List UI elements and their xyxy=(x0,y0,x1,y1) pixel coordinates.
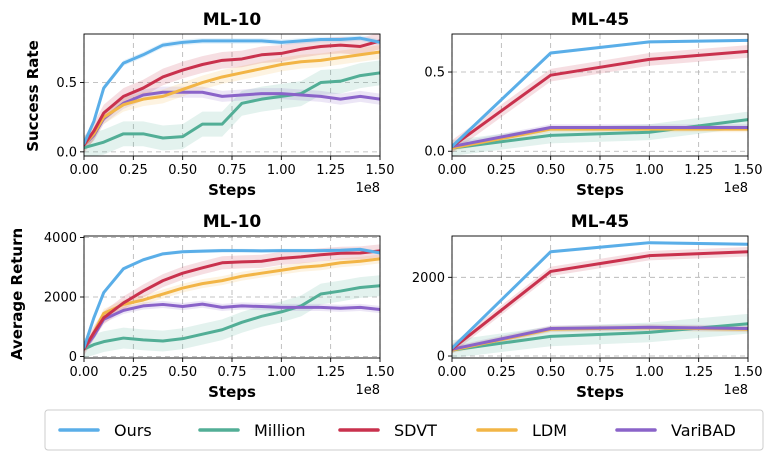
x-tick-label: 0.00 xyxy=(70,163,99,178)
x-tick-label: 1.00 xyxy=(267,365,296,380)
chart-title: ML-45 xyxy=(571,212,629,232)
y-tick-label: 0.0 xyxy=(424,145,445,160)
series-line-sdvt xyxy=(452,250,748,351)
legend-item-sdvt: SDVT xyxy=(338,421,437,440)
x-tick-label: 0.75 xyxy=(218,365,247,380)
series-line-million xyxy=(84,284,380,351)
legend-item-ldm: LDM xyxy=(476,421,567,440)
x-tick-label: 1.25 xyxy=(316,163,345,178)
y-tick-label: 2000 xyxy=(44,291,77,306)
x-tick-label: 1.50 xyxy=(366,365,395,380)
x-tick-label: 1.25 xyxy=(684,365,713,380)
y-tick-label: 2000 xyxy=(412,271,445,286)
series-line-million xyxy=(84,71,380,150)
legend-label: LDM xyxy=(532,421,567,440)
band-varibad xyxy=(452,124,748,150)
series-line-ours xyxy=(452,38,748,148)
legend-item-ours: Ours xyxy=(58,421,152,440)
band-million xyxy=(84,275,380,358)
band-ldm xyxy=(452,324,748,354)
x-multiplier-label: 1e8 xyxy=(355,383,380,398)
x-tick-label: 0.25 xyxy=(119,163,148,178)
x-axis-label: Steps xyxy=(576,181,624,199)
x-tick-label: 0.25 xyxy=(487,163,516,178)
x-tick-label: 0.25 xyxy=(119,365,148,380)
series-line-varibad xyxy=(452,125,748,148)
x-tick-label: 1.00 xyxy=(267,163,296,178)
x-tick-label: 0.50 xyxy=(168,163,197,178)
x-axis-label: Steps xyxy=(208,181,256,199)
x-multiplier-label: 1e8 xyxy=(723,383,748,398)
x-tick-label: 1.25 xyxy=(316,365,345,380)
y-tick-label: 0 xyxy=(69,350,77,365)
series-line-sdvt xyxy=(84,249,380,351)
series-line-million xyxy=(452,118,748,150)
x-tick-label: 0.25 xyxy=(487,365,516,380)
x-tick-label: 0.00 xyxy=(438,365,467,380)
x-tick-label: 0.00 xyxy=(70,365,99,380)
x-multiplier-label: 1e8 xyxy=(723,181,748,196)
legend-label: SDVT xyxy=(394,421,437,440)
series-line-ours xyxy=(452,241,748,350)
chart-title: ML-10 xyxy=(203,10,262,30)
y-tick-label: 4000 xyxy=(44,231,77,246)
series-line-ours xyxy=(84,36,380,146)
chart-title: ML-45 xyxy=(571,10,629,30)
band-varibad xyxy=(84,300,380,353)
series-line-varibad xyxy=(452,325,748,351)
y-tick-label: 0 xyxy=(437,350,445,365)
band-million xyxy=(452,313,748,358)
series-line-ldm xyxy=(452,127,748,150)
y-tick-label: 0.5 xyxy=(56,76,77,91)
panel-ar45: ML-45 0.00 0.25 0.50 0.75 1.00 1.25 1.50 0 2000 St… xyxy=(412,212,763,401)
band-sdvt xyxy=(84,244,380,356)
x-tick-label: 1.50 xyxy=(366,163,395,178)
panel-sr10: ML-10 0.00 0.25 0.50 0.75 1.00 1.25 1.50 0.0 0.5 S… xyxy=(56,10,394,199)
legend: Ours Million SDVT LDM VariBAD xyxy=(44,409,764,451)
band-varibad xyxy=(84,86,380,151)
x-tick-label: 1.50 xyxy=(734,365,763,380)
x-tick-label: 0.50 xyxy=(168,365,197,380)
x-axis-label: Steps xyxy=(576,383,624,401)
x-tick-label: 1.00 xyxy=(635,163,664,178)
legend-label: VariBAD xyxy=(671,421,736,440)
y-tick-label: 0.0 xyxy=(56,145,77,160)
series-line-ours xyxy=(84,247,380,350)
legend-item-million: Million xyxy=(198,421,306,440)
legend-frame xyxy=(44,409,764,451)
x-tick-label: 0.00 xyxy=(438,163,467,178)
y-tick-label: 0.5 xyxy=(424,66,445,81)
legend-label: Ours xyxy=(114,421,152,440)
band-ldm xyxy=(84,254,380,354)
ylabel-average-return: Average Return xyxy=(8,228,26,360)
panels: ML-100.00 0.25 0.50 0.75 1.00 1.25 1.500.00.5S… xyxy=(44,10,763,401)
ylabel-success-rate: Success Rate xyxy=(24,40,42,152)
series-line-sdvt xyxy=(452,49,748,148)
x-tick-label: 0.50 xyxy=(536,365,565,380)
x-tick-label: 1.25 xyxy=(684,163,713,178)
x-tick-label: 0.75 xyxy=(586,365,615,380)
x-tick-label: 1.00 xyxy=(635,365,664,380)
x-tick-label: 1.50 xyxy=(734,163,763,178)
panel-ar10: ML-10 0.00 0.25 0.50 0.75 1.00 1.25 1.50 0 2000 40… xyxy=(44,212,395,401)
panel-sr45: ML-45 0.00 0.25 0.50 0.75 1.00 1.25 1.50 0.0 0.5 S… xyxy=(424,10,762,199)
series-line-ldm xyxy=(84,50,380,147)
x-tick-label: 0.50 xyxy=(536,163,565,178)
x-tick-label: 0.75 xyxy=(218,163,247,178)
x-tick-label: 0.75 xyxy=(586,163,615,178)
chart-title: ML-10 xyxy=(203,212,262,232)
band-varibad xyxy=(452,324,748,353)
legend-item-varibad: VariBAD xyxy=(615,421,736,440)
band-million xyxy=(84,60,380,156)
x-multiplier-label: 1e8 xyxy=(355,181,380,196)
band-sdvt xyxy=(452,247,748,354)
series-line-varibad xyxy=(84,302,380,351)
legend-label: Million xyxy=(254,421,306,440)
series-line-sdvt xyxy=(84,39,380,147)
x-axis-label: Steps xyxy=(208,383,256,401)
